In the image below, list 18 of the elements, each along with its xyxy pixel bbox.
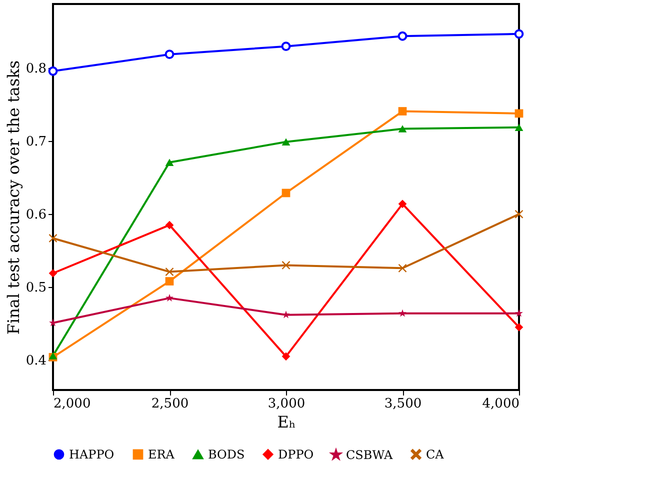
x-axis-title: Eₕ (277, 412, 296, 432)
y-tick-label: 0.6 (26, 208, 46, 223)
legend-label: HAPPO (69, 447, 114, 462)
x-tick-label: 4,000 (482, 396, 520, 412)
x-tick-label: 3,000 (268, 396, 306, 412)
legend-label: CA (426, 447, 444, 462)
y-tick-label: 0.7 (26, 134, 46, 150)
x-tick-label: 2,000 (54, 396, 91, 412)
x-tick-label: 2,500 (151, 396, 189, 412)
legend-label: DPPO (278, 447, 314, 462)
legend-label: BODS (208, 448, 245, 462)
x-tick-label: 3,500 (384, 396, 422, 412)
legend-label: CSBWA (346, 448, 393, 462)
y-tick-label: 0.4 (26, 354, 46, 369)
y-tick-label: 0.8 (26, 62, 46, 77)
y-tick-label: 0.5 (26, 280, 46, 296)
y-axis-title: Final test accuracy over the tasks (4, 60, 23, 335)
legend-label: ERA (148, 447, 175, 462)
